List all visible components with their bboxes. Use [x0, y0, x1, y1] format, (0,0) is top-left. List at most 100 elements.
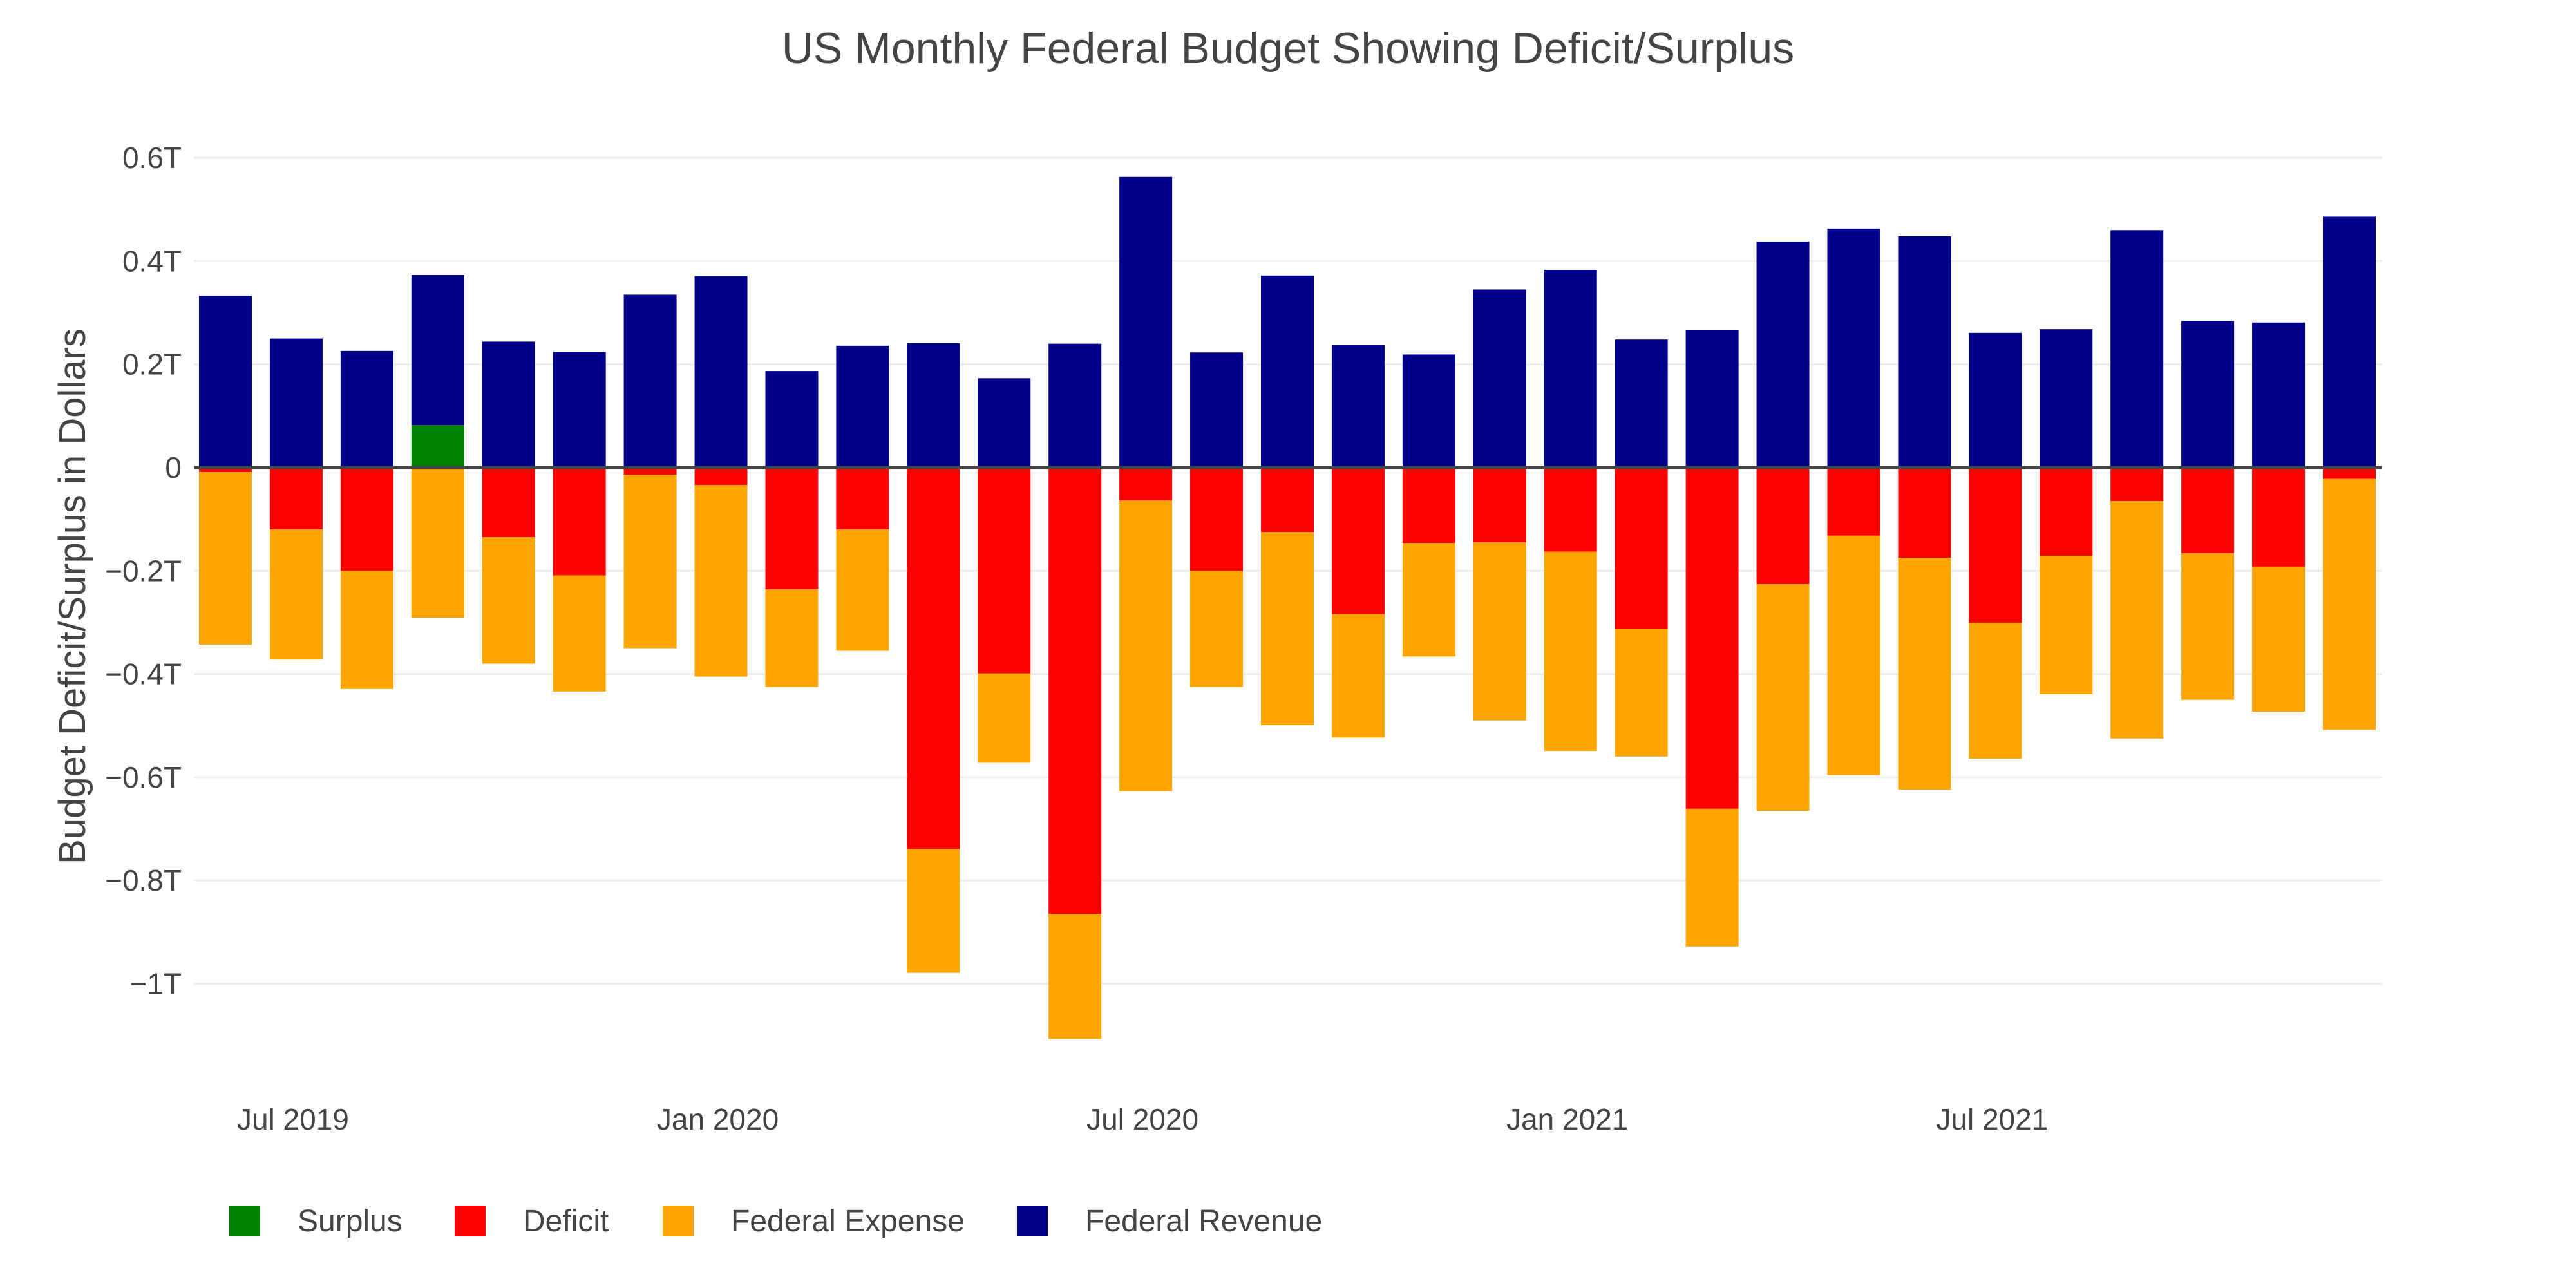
bar-federal-expense: [1969, 623, 2022, 759]
legend-item-surplus[interactable]: Surplus: [229, 1204, 402, 1238]
legend-swatch: [229, 1206, 260, 1236]
bar-deficit: [1827, 468, 1880, 536]
legend-swatch: [1017, 1206, 1048, 1236]
bar-deficit: [269, 468, 323, 530]
y-tick-label: 0.6T: [122, 141, 182, 175]
bar-deficit: [2252, 468, 2306, 567]
legend: Surplus Deficit Federal Expense Federal Rev…: [229, 1204, 1322, 1238]
bar-deficit: [1048, 468, 1102, 914]
bar-federal-revenue: [907, 343, 960, 468]
bar-federal-expense: [2040, 556, 2093, 694]
y-tick-label: −0.8T: [105, 864, 182, 897]
bar-deficit: [978, 468, 1031, 674]
bar-federal-expense: [199, 472, 252, 645]
legend-item-federal-expense[interactable]: Federal Expense: [663, 1204, 965, 1238]
bar-federal-revenue: [836, 345, 889, 468]
bar-federal-revenue: [1898, 236, 1951, 468]
bar-federal-revenue: [2181, 321, 2235, 468]
bar-federal-expense: [2252, 566, 2306, 712]
bar-deficit: [340, 468, 393, 571]
bar-federal-expense: [1402, 543, 1455, 657]
bar-federal-expense: [1261, 532, 1314, 725]
y-tick-label: 0.2T: [122, 348, 182, 381]
legend-swatch: [663, 1206, 694, 1236]
y-tick-label: −0.4T: [105, 658, 182, 691]
legend-item-federal-revenue[interactable]: Federal Revenue: [1017, 1204, 1322, 1238]
bar-federal-expense: [1898, 558, 1951, 790]
bar-federal-revenue: [1119, 176, 1173, 468]
bar-surplus: [411, 425, 464, 468]
bar-federal-revenue: [1331, 345, 1385, 468]
x-tick-label: Jan 2021: [1506, 1103, 1628, 1136]
bar-federal-revenue: [2040, 329, 2093, 468]
bar-federal-expense: [694, 485, 748, 677]
bar-deficit: [1969, 468, 2022, 623]
legend-label: Deficit: [523, 1204, 609, 1238]
bar-federal-revenue: [1969, 332, 2022, 468]
bar-deficit: [1190, 468, 1244, 571]
bar-federal-revenue: [1261, 275, 1314, 468]
bar-federal-revenue: [482, 341, 535, 468]
bar-deficit: [1261, 468, 1314, 533]
bar-deficit: [1685, 468, 1739, 809]
y-tick-label: 0: [165, 451, 182, 484]
bar-deficit: [482, 468, 535, 538]
bar-federal-revenue: [1402, 354, 1455, 468]
legend-label: Federal Expense: [731, 1204, 965, 1238]
bar-deficit: [199, 468, 252, 473]
bar-deficit: [1544, 468, 1597, 552]
bar-federal-revenue: [978, 378, 1031, 468]
bar-federal-revenue: [1048, 343, 1102, 468]
bar-federal-revenue: [1827, 228, 1880, 468]
bar-federal-expense: [269, 529, 323, 660]
y-tick-label: −0.6T: [105, 761, 182, 794]
bar-federal-revenue: [1685, 329, 1739, 468]
bar-federal-expense: [1048, 914, 1102, 1039]
bar-deficit: [1119, 468, 1173, 501]
legend-label: Surplus: [298, 1204, 402, 1238]
bar-federal-revenue: [1473, 289, 1526, 468]
legend-swatch: [455, 1206, 486, 1236]
bar-deficit: [1756, 468, 1810, 585]
bar-federal-expense: [1756, 584, 1810, 811]
x-axis-ticks: Jul 2019 Jan 2020 Jul 2020 Jan 2021 Jul 2021: [237, 1103, 2048, 1136]
x-tick-label: Jul 2020: [1086, 1103, 1198, 1136]
bar-federal-revenue: [765, 371, 819, 468]
bar-deficit: [1402, 468, 1455, 544]
bar-deficit: [765, 468, 819, 590]
bar-federal-revenue: [269, 338, 323, 468]
bar-deficit: [2323, 468, 2376, 479]
legend-item-deficit[interactable]: Deficit: [455, 1204, 609, 1238]
bar-deficit: [836, 468, 889, 530]
bar-federal-expense: [978, 673, 1031, 763]
bar-federal-expense: [907, 849, 960, 973]
bars: [199, 176, 2376, 1039]
y-axis-ticks: 0.6T 0.4T 0.2T 0 −0.2T −0.4T −0.6T −0.8T −1T: [105, 141, 182, 1000]
bar-federal-revenue: [694, 276, 748, 468]
bar-federal-expense: [1473, 542, 1526, 721]
bar-federal-expense: [1615, 629, 1668, 757]
bar-federal-expense: [411, 468, 464, 618]
bar-deficit: [694, 468, 748, 486]
bar-deficit: [553, 468, 606, 576]
bar-federal-revenue: [411, 275, 464, 426]
bar-deficit: [2040, 468, 2093, 556]
bar-federal-expense: [623, 475, 677, 649]
bar-federal-revenue: [2323, 216, 2376, 468]
bar-deficit: [1615, 468, 1668, 629]
bar-deficit: [623, 468, 677, 475]
legend-label: Federal Revenue: [1085, 1204, 1322, 1238]
bar-federal-revenue: [1190, 352, 1244, 468]
x-tick-label: Jul 2021: [1936, 1103, 2048, 1136]
bar-deficit: [1473, 468, 1526, 543]
y-tick-label: −1T: [129, 967, 182, 1001]
bar-federal-expense: [1685, 808, 1739, 947]
bar-federal-revenue: [340, 350, 393, 468]
y-tick-label: −0.2T: [105, 554, 182, 587]
bar-federal-revenue: [1544, 270, 1597, 468]
bar-federal-expense: [2323, 478, 2376, 730]
bar-federal-expense: [340, 571, 393, 689]
bar-deficit: [2110, 468, 2164, 502]
bar-deficit: [1331, 468, 1385, 614]
